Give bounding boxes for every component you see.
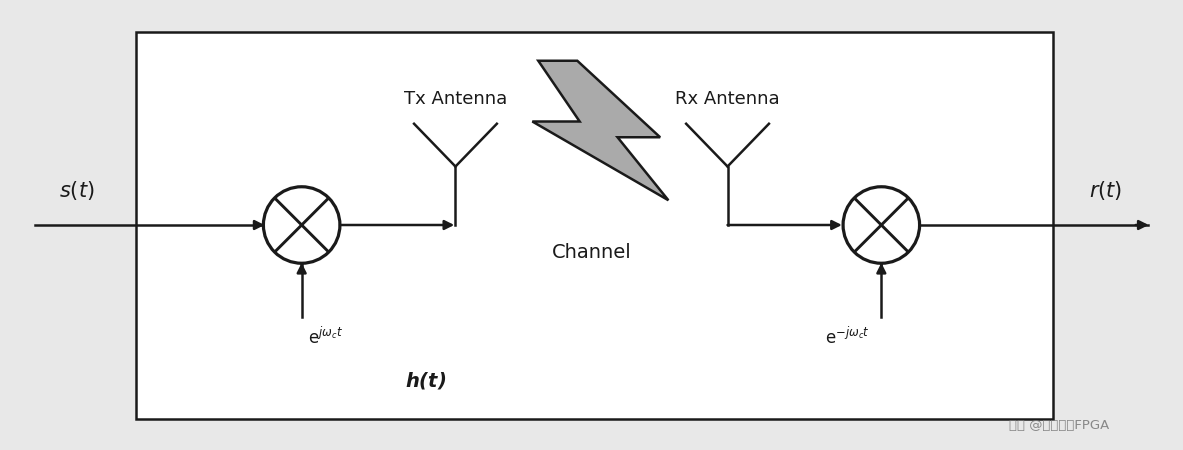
Bar bbox=[136, 32, 1053, 419]
Text: $\bfit{h}(t)$: $\bfit{h}(t)$ bbox=[406, 370, 446, 391]
Polygon shape bbox=[532, 61, 668, 200]
Text: $r(t)$: $r(t)$ bbox=[1090, 180, 1123, 202]
Text: Channel: Channel bbox=[551, 243, 632, 261]
Text: $s(t)$: $s(t)$ bbox=[59, 180, 95, 202]
Text: Rx Antenna: Rx Antenna bbox=[675, 90, 780, 108]
Text: $\mathrm{e}^{j\omega_c t}$: $\mathrm{e}^{j\omega_c t}$ bbox=[308, 326, 343, 347]
Text: $\mathrm{e}^{-j\omega_c t}$: $\mathrm{e}^{-j\omega_c t}$ bbox=[825, 326, 870, 347]
Text: 知乎 @小灰灰的FPGA: 知乎 @小灰灰的FPGA bbox=[1009, 419, 1108, 432]
Text: Tx Antenna: Tx Antenna bbox=[403, 90, 508, 108]
